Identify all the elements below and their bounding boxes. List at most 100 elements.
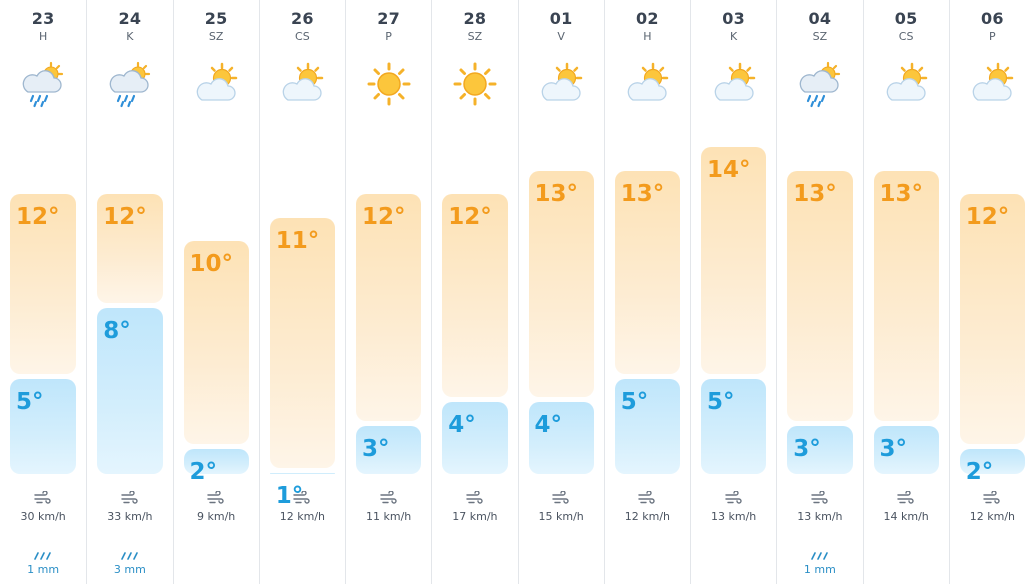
- forecast-day-24[interactable]: 24 K 12° 8° 33 km/h 3 mm: [86, 0, 172, 584]
- day-date: 23: [31, 9, 55, 28]
- partly-cloudy-icon: [623, 60, 671, 108]
- min-temp: 5°: [16, 388, 44, 415]
- day-date: 26: [290, 9, 314, 28]
- min-temp-bar: [528, 402, 594, 474]
- max-temp: 13°: [534, 180, 579, 207]
- wind-speed: 14 km/h: [883, 510, 929, 523]
- max-temp-bar: [528, 170, 594, 397]
- partly-cloudy-icon: [882, 60, 930, 108]
- day-of-week: K: [126, 30, 134, 43]
- max-temp: 12°: [362, 204, 406, 230]
- partly-cloudy-icon: [192, 60, 240, 108]
- day-date: 27: [377, 9, 401, 28]
- wind-icon: [638, 490, 656, 504]
- max-temp: 13°: [879, 180, 924, 207]
- day-date: 01: [549, 9, 573, 28]
- wind-speed: 12 km/h: [279, 510, 325, 523]
- max-temp: 13°: [793, 180, 837, 207]
- day-of-week: P: [989, 30, 996, 43]
- day-date: 28: [463, 9, 487, 28]
- min-temp-bar: [97, 308, 163, 474]
- wind-icon: [466, 490, 484, 504]
- max-temp-bar: [959, 194, 1025, 444]
- wind-icon: [897, 490, 915, 504]
- max-temp: 12°: [965, 204, 1010, 230]
- max-temp-bar: [269, 217, 335, 468]
- min-temp-bar: [183, 449, 249, 474]
- wind-icon: [121, 490, 139, 504]
- day-of-week: V: [557, 30, 565, 43]
- min-temp-bar: [269, 472, 335, 474]
- min-temp: 3°: [362, 435, 390, 462]
- rain-icon: [809, 545, 831, 560]
- day-of-week: H: [643, 30, 652, 43]
- max-temp: 13°: [620, 180, 665, 207]
- forecast-day-06[interactable]: 06 P 12° 2° 12 km/h: [948, 0, 1035, 584]
- rain-cloud-sun-icon: [796, 60, 844, 108]
- day-date: 24: [118, 9, 142, 28]
- day-of-week: SZ: [812, 30, 828, 43]
- wind-icon: [724, 490, 743, 504]
- max-temp-bar: [614, 170, 680, 374]
- wind-icon: [379, 490, 398, 504]
- rain-cloud-sun-icon: [19, 60, 67, 108]
- max-temp: 12°: [448, 204, 492, 230]
- min-temp-bar: [873, 425, 939, 474]
- day-date: 05: [894, 9, 918, 28]
- day-date: 04: [808, 9, 832, 28]
- wind-icon: [983, 490, 1001, 504]
- min-temp-bar: [959, 449, 1025, 474]
- forecast-day-05[interactable]: 05 CS 13° 3° 14 km/h: [862, 0, 949, 584]
- day-of-week: CS: [295, 30, 310, 43]
- wind-speed: 30 km/h: [20, 510, 66, 523]
- max-temp: 10°: [189, 251, 234, 277]
- day-of-week: H: [38, 30, 48, 43]
- min-temp-bar: [787, 425, 853, 474]
- min-temp: 3°: [793, 435, 821, 462]
- precipitation-amount: 1 mm: [803, 563, 836, 576]
- day-of-week: K: [730, 30, 738, 43]
- day-date: 03: [722, 9, 746, 28]
- forecast-day-04[interactable]: 04 SZ 13° 3° 13 km/h 1 mm: [776, 0, 862, 584]
- max-temp: 11°: [275, 227, 320, 254]
- forecast-day-02[interactable]: 02 H 13° 5° 12 km/h: [603, 0, 690, 584]
- forecast-day-26[interactable]: 26 CS 11° 1° 12 km/h: [258, 0, 345, 584]
- day-date: 06: [980, 9, 1004, 28]
- max-temp-bar: [787, 170, 853, 421]
- max-temp-bar: [10, 194, 77, 374]
- min-temp-bar: [701, 378, 767, 474]
- wind-speed: 13 km/h: [710, 510, 757, 523]
- forecast-day-28[interactable]: 28 SZ 12° 4° 17 km/h: [431, 0, 517, 584]
- max-temp-bar: [356, 194, 422, 421]
- wind-icon: [811, 490, 829, 504]
- wind-speed: 13 km/h: [797, 510, 843, 523]
- min-temp-bar: [442, 402, 508, 474]
- partly-cloudy-icon: [278, 60, 326, 108]
- wind-icon: [207, 490, 225, 504]
- wind-icon: [552, 490, 570, 504]
- partly-cloudy-icon: [537, 60, 585, 108]
- rain-icon: [32, 545, 54, 560]
- min-temp-bar: [356, 425, 422, 474]
- day-of-week: SZ: [467, 30, 483, 43]
- forecast-day-03[interactable]: 03 K 14° 5° 13 km/h: [690, 0, 776, 584]
- max-temp: 14°: [707, 157, 751, 183]
- forecast-day-27[interactable]: 27 P 12° 3° 11 km/h: [345, 0, 431, 584]
- sun-icon: [365, 60, 413, 108]
- forecast-day-01[interactable]: 01 V 13° 4° 15 km/h: [517, 0, 604, 584]
- precipitation-amount: 1 mm: [27, 563, 60, 576]
- min-temp: 4°: [534, 412, 563, 438]
- day-date: 25: [204, 9, 228, 28]
- forecast-day-23[interactable]: 23 H 12° 5° 30 km/h 1 mm: [0, 0, 86, 584]
- rain-icon: [119, 545, 141, 560]
- day-date: 02: [635, 9, 659, 28]
- sun-icon: [451, 60, 499, 108]
- forecast-day-25[interactable]: 25 SZ 10° 2° 9 km/h: [172, 0, 259, 584]
- max-temp: 12°: [16, 204, 60, 230]
- day-of-week: CS: [898, 30, 914, 43]
- wind-speed: 17 km/h: [452, 510, 498, 523]
- max-temp-bar: [97, 194, 163, 303]
- min-temp: 5°: [707, 388, 735, 415]
- partly-cloudy-icon: [968, 60, 1016, 108]
